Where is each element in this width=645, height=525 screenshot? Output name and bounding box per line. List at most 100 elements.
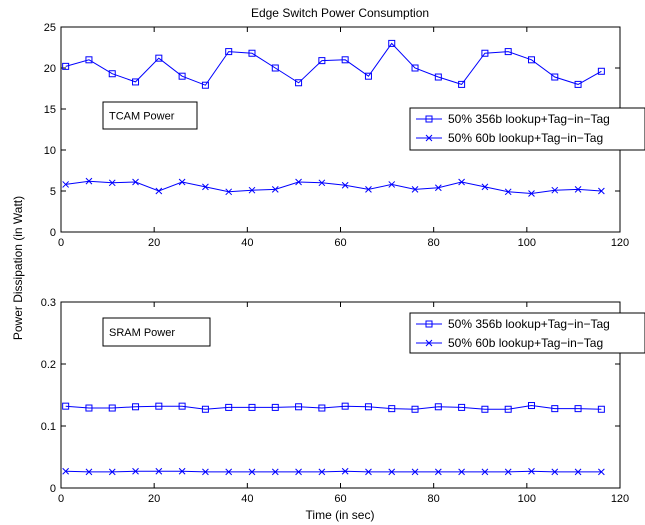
data-point	[481, 183, 489, 191]
data-point	[341, 467, 349, 475]
data-point	[388, 405, 396, 413]
data-point	[481, 49, 489, 57]
y-tick-label: 25	[44, 22, 56, 34]
legend-box	[409, 107, 645, 151]
series-line	[65, 470, 602, 473]
data-point	[202, 468, 209, 476]
data-point	[434, 73, 442, 81]
data-point	[551, 73, 559, 81]
legend-swatch-marker	[425, 134, 433, 142]
data-point	[178, 178, 186, 186]
data-point	[108, 468, 116, 476]
data-point	[411, 405, 419, 413]
data-point	[458, 403, 466, 411]
data-point	[527, 402, 535, 410]
y-tick-label: 0	[50, 227, 56, 239]
data-point	[295, 178, 302, 186]
series-line	[65, 180, 602, 195]
x-tick-label: 60	[334, 493, 346, 505]
data-point	[574, 186, 582, 193]
x-tick-label: 40	[241, 237, 253, 249]
legend-entry: 50% 60b lookup+Tag−in−Tag	[416, 336, 603, 350]
data-point	[318, 57, 326, 65]
legend-label: 50% 356b lookup+Tag−in−Tag	[448, 112, 610, 126]
data-point	[551, 405, 559, 413]
data-point	[155, 187, 163, 195]
data-point	[388, 181, 396, 188]
data-point	[202, 183, 209, 191]
series-square-top	[62, 39, 605, 89]
data-point	[318, 404, 326, 412]
data-point	[295, 79, 303, 87]
data-point	[434, 403, 442, 411]
annotation-text: SRAM Power	[109, 327, 175, 339]
data-point	[364, 72, 372, 80]
data-point	[155, 54, 163, 62]
legend-box	[409, 312, 645, 354]
data-point	[225, 403, 233, 411]
series-x-top	[62, 177, 605, 197]
data-point	[458, 178, 465, 186]
annotation-box	[102, 101, 198, 130]
data-point	[155, 467, 163, 475]
data-point	[225, 48, 233, 56]
data-point	[504, 48, 512, 56]
data-point	[85, 177, 93, 185]
data-point	[85, 56, 93, 64]
data-point	[504, 468, 512, 476]
data-point	[132, 403, 140, 411]
data-point	[341, 181, 349, 189]
data-point	[271, 186, 279, 193]
data-point	[527, 56, 535, 64]
data-point	[411, 64, 419, 72]
x-tick-label: 40	[241, 493, 253, 505]
data-point	[574, 405, 582, 413]
data-point	[458, 468, 465, 476]
y-tick-label: 0	[50, 483, 56, 495]
data-point	[528, 190, 535, 197]
data-point	[364, 403, 372, 411]
legend-label: 50% 356b lookup+Tag−in−Tag	[448, 317, 610, 331]
data-point	[365, 468, 372, 476]
data-point	[388, 468, 396, 476]
series-square-bottom	[62, 402, 605, 413]
x-tick-label: 120	[611, 237, 629, 249]
legend-label: 50% 60b lookup+Tag−in−Tag	[448, 336, 603, 350]
data-point	[85, 404, 93, 412]
data-point	[271, 403, 279, 411]
data-point	[271, 468, 279, 476]
data-point	[132, 467, 139, 475]
x-axis-label: Time (in sec)	[306, 508, 375, 522]
data-point	[248, 403, 256, 411]
x-tick-label: 0	[58, 493, 64, 505]
series-line	[65, 404, 602, 410]
legend-entry: 50% 60b lookup+Tag−in−Tag	[416, 131, 603, 145]
series-x-bottom	[62, 467, 605, 476]
x-tick-label: 80	[428, 237, 440, 249]
panel-top: 0 20 40 60 80 100 120 0 5 10 15 20 25 TCAM Power 50% 3…	[44, 22, 645, 249]
data-point	[132, 178, 139, 186]
y-tick-label: 20	[44, 63, 56, 75]
data-point	[225, 468, 233, 476]
annotation-box	[102, 317, 211, 347]
x-tick-label: 80	[428, 493, 440, 505]
legend-entry: 50% 356b lookup+Tag−in−Tag	[416, 317, 610, 331]
x-tick-label: 20	[148, 237, 160, 249]
data-point	[108, 404, 116, 412]
data-point	[295, 468, 302, 476]
data-point	[481, 405, 489, 413]
data-point	[201, 405, 209, 413]
data-point	[528, 467, 535, 475]
legend-bottom: 50% 356b lookup+Tag−in−Tag 50% 60b lookup…	[409, 312, 645, 354]
y-tick-label: 10	[44, 145, 56, 157]
data-point	[318, 468, 326, 476]
data-point	[85, 468, 93, 476]
annotation-text: TCAM Power	[109, 111, 175, 123]
data-point	[62, 181, 70, 188]
data-point	[178, 72, 186, 80]
y-tick-label: 5	[50, 186, 56, 198]
data-point	[598, 468, 605, 476]
data-point	[597, 67, 605, 75]
legend-entry: 50% 356b lookup+Tag−in−Tag	[416, 112, 610, 126]
